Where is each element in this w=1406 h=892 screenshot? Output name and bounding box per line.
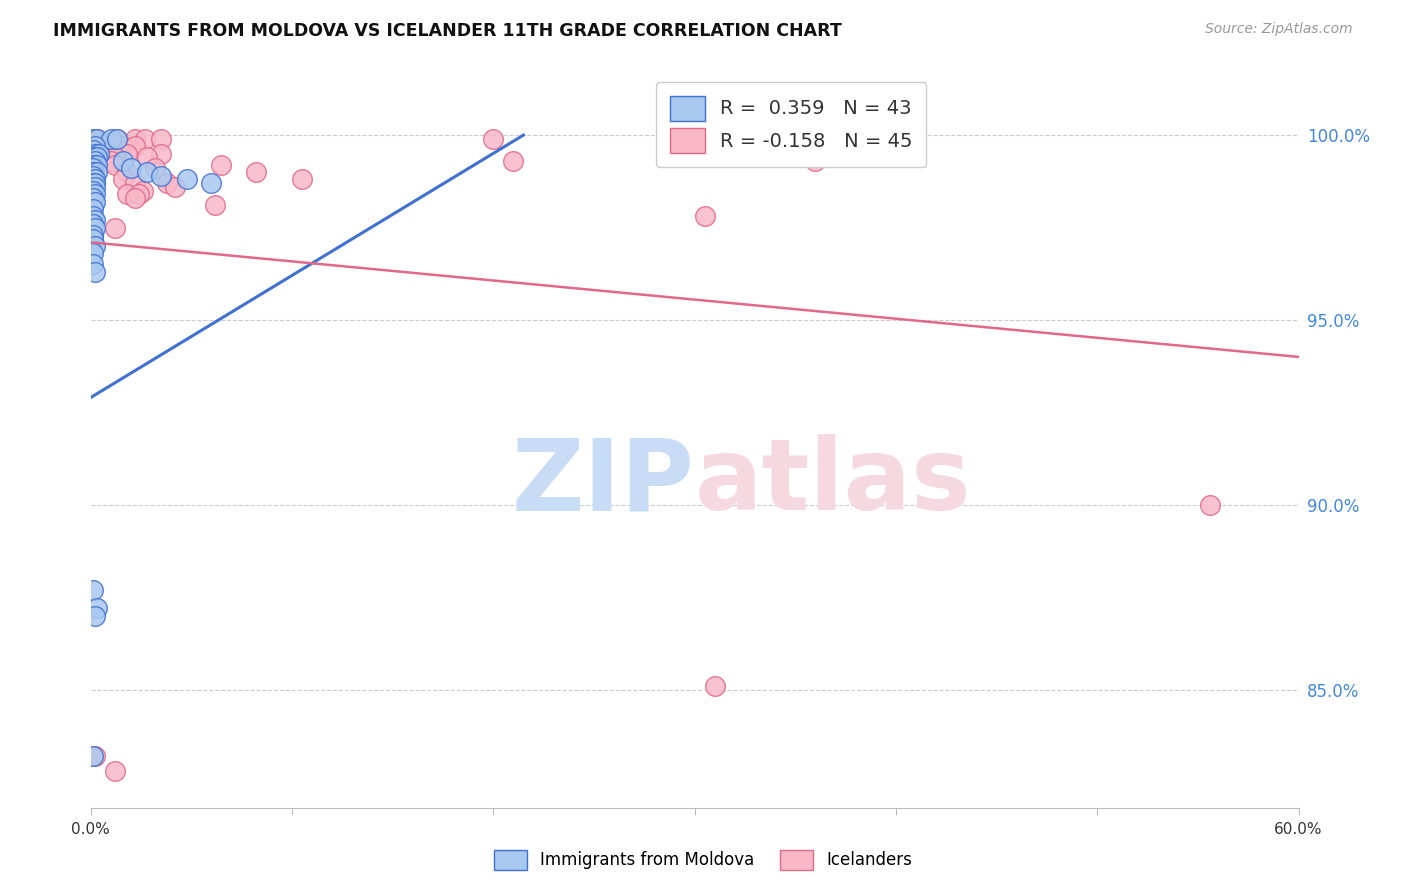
Point: [82, 582, 104, 597]
Point: [482, 132, 505, 146]
Point: [82, 202, 104, 216]
Point: [143, 161, 166, 176]
Point: [100, 153, 122, 168]
Point: [111, 172, 134, 186]
Point: [83, 172, 105, 186]
Point: [693, 210, 716, 224]
Point: [83, 213, 105, 227]
Point: [86, 601, 108, 615]
Point: [132, 184, 155, 198]
Point: [82, 176, 104, 190]
Point: [111, 139, 134, 153]
Point: [93, 146, 115, 161]
Point: [82, 257, 104, 271]
Point: [86, 132, 108, 146]
Point: [502, 153, 524, 168]
Legend: Immigrants from Moldova, Icelanders: Immigrants from Moldova, Icelanders: [486, 843, 920, 877]
Point: [124, 139, 146, 153]
Point: [136, 150, 159, 164]
Text: IMMIGRANTS FROM MOLDOVA VS ICELANDER 11TH GRADE CORRELATION CHART: IMMIGRANTS FROM MOLDOVA VS ICELANDER 11T…: [53, 22, 842, 40]
Point: [150, 146, 173, 161]
Point: [83, 194, 105, 209]
Point: [82, 169, 104, 183]
Point: [124, 176, 146, 190]
Point: [115, 146, 138, 161]
Point: [211, 158, 233, 172]
Point: [83, 153, 105, 168]
Point: [124, 132, 146, 146]
Point: [105, 132, 128, 146]
Point: [82, 184, 104, 198]
Point: [82, 165, 104, 179]
Point: [83, 176, 105, 190]
Point: [128, 187, 150, 202]
Point: [111, 153, 134, 168]
Point: [86, 150, 108, 164]
Point: [83, 220, 105, 235]
Point: [245, 165, 267, 179]
Point: [100, 132, 122, 146]
Point: [82, 749, 104, 764]
Point: [82, 246, 104, 260]
Point: [83, 265, 105, 279]
Point: [165, 179, 187, 194]
Point: [83, 749, 105, 764]
Point: [82, 143, 104, 157]
Point: [104, 158, 127, 172]
Point: [104, 150, 127, 164]
Point: [104, 764, 127, 778]
Point: [82, 161, 104, 176]
Point: [83, 136, 105, 150]
Point: [86, 158, 108, 172]
Point: [703, 679, 725, 693]
Point: [83, 146, 105, 161]
Point: [83, 187, 105, 202]
Text: ZIP: ZIP: [512, 434, 695, 531]
Point: [83, 239, 105, 253]
Point: [200, 176, 222, 190]
Point: [82, 217, 104, 231]
Point: [120, 161, 142, 176]
Legend: R =  0.359   N = 43, R = -0.158   N = 45: R = 0.359 N = 43, R = -0.158 N = 45: [657, 82, 927, 167]
Point: [804, 153, 827, 168]
Point: [115, 165, 138, 179]
Point: [83, 608, 105, 623]
Text: Source: ZipAtlas.com: Source: ZipAtlas.com: [1205, 22, 1353, 37]
Point: [101, 139, 124, 153]
Point: [1199, 498, 1222, 512]
Point: [204, 198, 226, 212]
Point: [82, 150, 104, 164]
Point: [156, 176, 179, 190]
Point: [105, 132, 128, 146]
Point: [82, 227, 104, 242]
Point: [82, 210, 104, 224]
Point: [83, 179, 105, 194]
Point: [83, 139, 105, 153]
Point: [96, 136, 118, 150]
Point: [82, 191, 104, 205]
Text: atlas: atlas: [695, 434, 972, 531]
Point: [91, 139, 114, 153]
Point: [115, 187, 138, 202]
Point: [97, 143, 120, 157]
Point: [136, 165, 159, 179]
Point: [82, 132, 104, 146]
Point: [104, 220, 127, 235]
Point: [134, 132, 156, 146]
Point: [176, 172, 198, 186]
Point: [107, 143, 129, 157]
Point: [82, 231, 104, 245]
Point: [291, 172, 314, 186]
Point: [86, 165, 108, 179]
Point: [150, 132, 173, 146]
Point: [124, 191, 146, 205]
Point: [82, 158, 104, 172]
Point: [86, 132, 108, 146]
Point: [87, 146, 110, 161]
Point: [150, 169, 173, 183]
